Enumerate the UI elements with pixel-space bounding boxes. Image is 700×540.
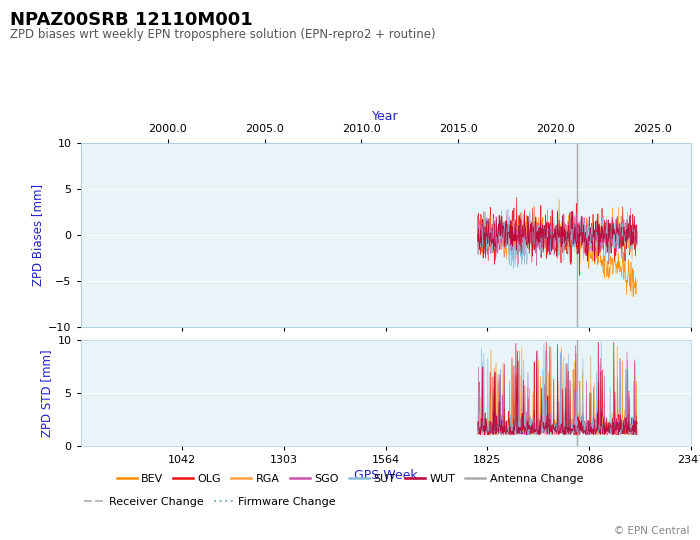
Legend: BEV, OLG, RGA, SGO, SUT, WUT, Antenna Change: BEV, OLG, RGA, SGO, SUT, WUT, Antenna Ch… [112,470,588,489]
Text: © EPN Central: © EPN Central [614,525,690,536]
Text: ZPD biases wrt weekly EPN troposphere solution (EPN-repro2 + routine): ZPD biases wrt weekly EPN troposphere so… [10,28,436,41]
Legend: Receiver Change, Firmware Change: Receiver Change, Firmware Change [80,493,340,512]
Y-axis label: ZPD Biases [mm]: ZPD Biases [mm] [31,184,44,286]
X-axis label: Year: Year [372,110,399,123]
X-axis label: GPS Week: GPS Week [354,469,417,482]
Text: NPAZ00SRB 12110M001: NPAZ00SRB 12110M001 [10,11,253,29]
Y-axis label: ZPD STD [mm]: ZPD STD [mm] [41,349,53,437]
